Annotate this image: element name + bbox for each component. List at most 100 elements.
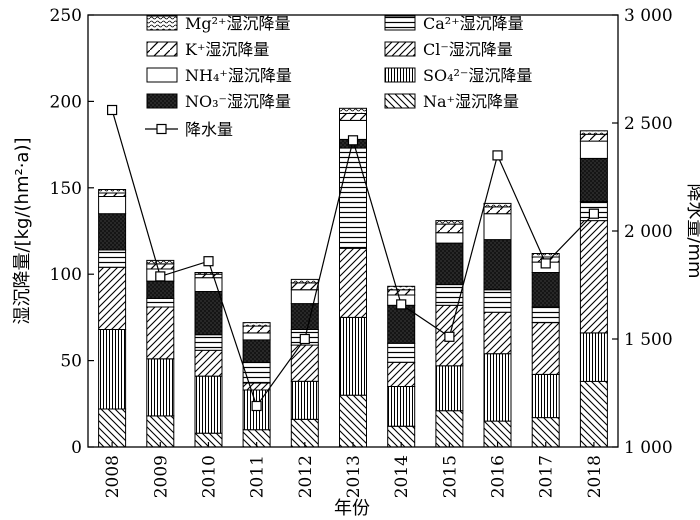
x-tick-label: 2016 — [489, 455, 509, 498]
bar-segment — [146, 306, 175, 360]
x-tick-label: 2018 — [585, 455, 605, 498]
legend-swatch — [146, 41, 178, 57]
precipitation-point — [444, 331, 455, 342]
x-tick-label: 2008 — [103, 455, 123, 498]
x-tick-label: 2011 — [248, 455, 268, 498]
bar-segment — [435, 242, 464, 286]
bar-segment — [98, 213, 127, 251]
x-axis-title: 年份 — [334, 498, 370, 519]
legend-swatch — [384, 67, 416, 83]
bar-segment — [194, 334, 223, 351]
bar-segment — [483, 206, 512, 215]
legend-marker — [156, 123, 167, 135]
bar-segment — [579, 380, 608, 448]
precipitation-point — [203, 256, 214, 267]
bar-segment — [146, 280, 175, 299]
bar-segment — [242, 332, 271, 341]
bar-segment — [242, 325, 271, 334]
precipitation-point — [299, 333, 310, 345]
y-tick-label: 250 — [50, 6, 82, 26]
precipitation-point — [540, 258, 551, 269]
bar-segment — [242, 382, 271, 391]
y2-tick-label: 1 000 — [624, 438, 673, 458]
bar-segment — [579, 133, 608, 142]
bar-segment — [98, 266, 127, 330]
bar-segment — [290, 303, 319, 331]
y-tick-label: 200 — [50, 92, 82, 112]
bar-segment — [531, 253, 560, 258]
x-axis: 2008 2009 2010 2011 2012 2013 2014 2015 2016 2017… — [103, 442, 605, 498]
bar-segment — [194, 272, 223, 275]
x-tick-label: 2009 — [151, 455, 171, 498]
legend-label: 降水量 — [185, 120, 233, 139]
legend-label: K⁺湿沉降量 — [185, 40, 269, 59]
bar-segment — [339, 113, 367, 121]
left-axis: 0 50 100 150 200 250 — [50, 6, 94, 458]
bar-segment — [531, 373, 560, 419]
legend-label: Mg²⁺湿沉降量 — [185, 14, 291, 33]
bar-segment — [290, 282, 319, 291]
bar-segment — [531, 272, 560, 308]
right-axis: 1 000 1 500 2 000 2 500 3 000 — [612, 6, 673, 458]
bar-segment — [483, 311, 512, 355]
bar-segment — [435, 365, 464, 412]
x-tick-label: 2010 — [199, 455, 219, 498]
bar-segment — [146, 297, 175, 308]
y2-tick-label: 3 000 — [624, 6, 673, 26]
bar-segment — [98, 408, 127, 448]
precipitation-point — [106, 104, 118, 116]
bar-segment — [194, 349, 223, 377]
bar-segment — [435, 232, 464, 244]
legend-swatch — [384, 93, 416, 109]
legend-swatch — [384, 41, 416, 57]
legend: Mg²⁺湿沉降量 K⁺湿沉降量 NH₄⁺湿沉降量 NO₃⁻湿沉降量 Ca²⁺湿沉降量 Cl… — [145, 14, 532, 139]
x-tick-label: 2015 — [440, 455, 460, 498]
bar-segment — [483, 353, 512, 422]
legend-swatch — [384, 15, 416, 31]
bar-segment — [339, 316, 367, 396]
bar-segment — [146, 259, 175, 265]
bar-segment — [579, 157, 608, 203]
bar-segment — [290, 380, 319, 420]
bar-segment — [146, 415, 175, 448]
bar-segment — [339, 394, 367, 448]
bar-segment — [98, 189, 127, 194]
bar-segment — [98, 329, 127, 410]
legend-label: NH₄⁺湿沉降量 — [185, 66, 292, 85]
bar-segment — [242, 322, 271, 327]
bar-segment — [387, 342, 416, 363]
bar-segment — [194, 273, 223, 279]
bar-segment — [242, 339, 271, 363]
bar-segment — [339, 107, 367, 115]
bar-segment — [435, 410, 464, 448]
legend-swatch — [146, 15, 178, 31]
legend-swatch — [146, 67, 178, 83]
x-tick-label: 2013 — [344, 455, 364, 498]
bar-segment — [387, 386, 416, 427]
bar-segment — [387, 285, 416, 291]
bar-segment — [290, 344, 319, 382]
bar-segment — [435, 223, 464, 234]
bar-segment — [194, 291, 223, 336]
y2-axis-title: 降水量/mm — [684, 183, 700, 278]
y-tick-label: 0 — [71, 438, 82, 458]
x-tick-label: 2017 — [537, 455, 557, 498]
bar-segment — [387, 361, 416, 387]
bar-segment — [483, 239, 512, 291]
y2-tick-label: 2 000 — [624, 222, 673, 242]
bar-segment — [435, 220, 464, 225]
x-tick-label: 2012 — [296, 455, 316, 498]
bar-segment — [531, 322, 560, 375]
precipitation-line — [106, 104, 600, 412]
bar-segment — [579, 140, 608, 159]
bar-segment — [339, 147, 367, 249]
x-tick-label: 2014 — [392, 455, 412, 498]
precipitation-point — [155, 271, 166, 282]
bars — [98, 107, 608, 448]
bar-segment — [483, 289, 512, 313]
bar-segment — [339, 247, 367, 318]
precipitation-point — [492, 150, 503, 161]
bar-segment — [98, 195, 127, 215]
bar-segment — [387, 289, 416, 296]
